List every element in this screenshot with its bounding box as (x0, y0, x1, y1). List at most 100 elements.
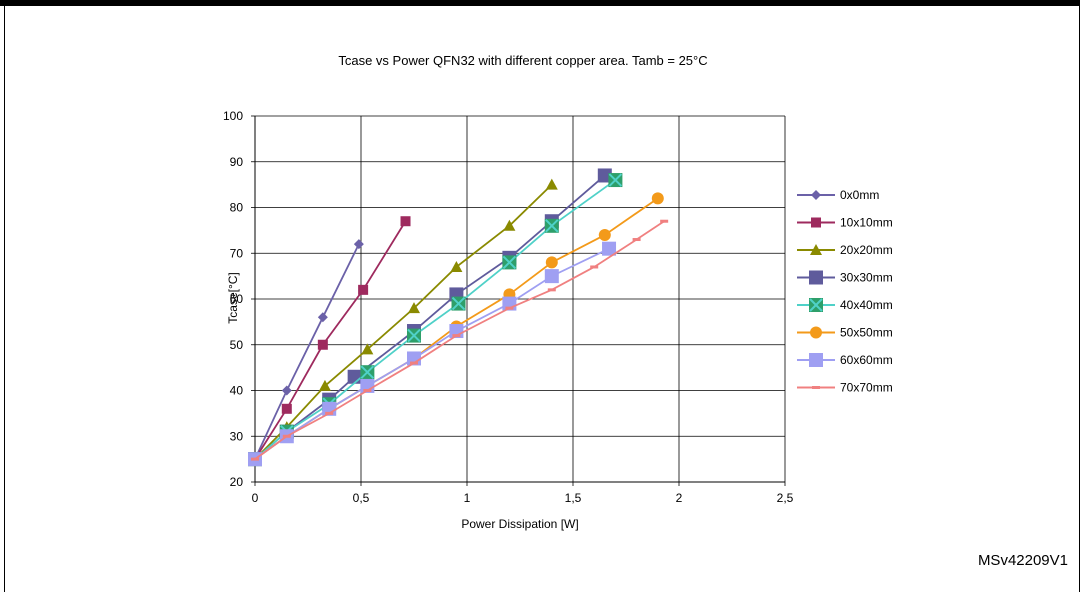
data-point (502, 255, 517, 270)
marker-cross-line (451, 296, 466, 311)
data-point (400, 216, 411, 227)
x-tick-label: 0,5 (353, 491, 370, 505)
legend-marker (810, 326, 822, 339)
series-40x40mm (248, 173, 623, 467)
legend-marker (811, 190, 821, 200)
data-point (347, 369, 362, 384)
series-line (254, 220, 407, 460)
data-point (325, 411, 334, 415)
data-point (651, 192, 664, 205)
legend-item: 0x0mm (797, 188, 879, 202)
x-tick-label: 2,5 (777, 491, 794, 505)
chart-axes: 20 30 40 50 60 70 80 90 100 0 0,5 1 1,5 2 2,5 (223, 109, 794, 505)
legend-marker (809, 353, 823, 367)
y-tick-label: 70 (230, 246, 244, 260)
marker-cross-line (407, 328, 421, 343)
marker-cross-line (608, 173, 623, 187)
legend-label: 10x10mm (840, 216, 893, 230)
y-tick-label: 60 (230, 292, 244, 306)
legend-item: 40x40mm (797, 298, 893, 312)
chart-legend: 0x0mm 10x10mm 20x20mm 30x30mm 40x40mm 50x50mm… (797, 188, 893, 395)
data-point (660, 219, 669, 223)
data-point (544, 269, 559, 284)
x-tick-label: 1,5 (565, 491, 582, 505)
y-tick-label: 40 (230, 384, 244, 398)
top-border (0, 0, 1080, 6)
x-axis-title: Power Dissipation [W] (461, 517, 578, 531)
figure-id: MSv42209V1 (977, 552, 1068, 569)
data-point (452, 334, 461, 338)
data-point (590, 265, 599, 269)
series-line (254, 183, 553, 460)
legend-label: 30x30mm (840, 271, 893, 285)
data-point (281, 385, 292, 396)
data-point (545, 256, 558, 269)
series-line (254, 179, 616, 460)
legend-label: 70x70mm (840, 381, 893, 395)
legend-marker (810, 244, 822, 255)
data-point (317, 339, 328, 350)
y-tick-label: 50 (230, 338, 244, 352)
data-point (505, 306, 514, 310)
data-point (363, 389, 372, 392)
data-point (598, 228, 611, 241)
legend-item: 10x10mm (797, 216, 893, 230)
data-point (547, 288, 556, 292)
chart-series (248, 168, 669, 467)
data-point (353, 239, 364, 250)
legend-item: 20x20mm (797, 243, 893, 257)
y-tick-label: 30 (230, 429, 244, 443)
data-point (450, 260, 463, 272)
legend-marker (811, 217, 821, 228)
series-60x60mm (248, 241, 617, 467)
marker-cross-line (545, 219, 559, 233)
series-line (254, 243, 360, 460)
x-tick-label: 2 (676, 491, 683, 505)
y-tick-label: 20 (230, 475, 244, 489)
y-axis-title: Tcase[°C] (226, 272, 240, 323)
marker-cross-line (360, 365, 375, 379)
legend-item: 50x50mm (797, 326, 893, 340)
series-0x0mm (250, 239, 364, 465)
legend-marker (812, 386, 820, 389)
y-tick-label: 90 (230, 155, 244, 169)
legend-label: 20x20mm (840, 243, 893, 257)
marker-cross-line (809, 298, 823, 312)
legend-item: 60x60mm (797, 353, 893, 367)
data-point (410, 361, 418, 365)
y-tick-label: 80 (230, 201, 244, 215)
legend-item: 30x30mm (797, 270, 893, 285)
data-point (544, 218, 559, 233)
data-point (632, 238, 641, 242)
data-point (602, 241, 617, 256)
data-point (281, 403, 292, 414)
series-line (254, 220, 665, 460)
chart-title: Tcase vs Power QFN32 with different copp… (338, 53, 707, 68)
data-point (317, 312, 328, 323)
legend-label: 60x60mm (840, 353, 893, 367)
data-point (408, 302, 420, 314)
chart-grid (254, 115, 786, 483)
legend-item: 70x70mm (797, 381, 893, 395)
data-point (361, 343, 374, 355)
data-point (608, 173, 623, 188)
legend-label: 40x40mm (840, 298, 893, 312)
x-tick-label: 1 (464, 491, 471, 505)
series-70x70mm (251, 219, 669, 461)
y-tick-label: 100 (223, 109, 243, 123)
legend-marker (809, 298, 823, 312)
legend-label: 0x0mm (840, 188, 879, 202)
x-tick-label: 0 (252, 491, 259, 505)
marker-cross-line (502, 255, 517, 270)
data-point (451, 296, 466, 311)
data-point (407, 328, 421, 343)
data-point (282, 434, 291, 438)
data-point (360, 365, 375, 380)
data-point (358, 284, 369, 295)
data-point (545, 178, 558, 190)
legend-marker (809, 270, 823, 285)
data-point (318, 379, 331, 391)
data-point (503, 219, 516, 231)
legend-label: 50x50mm (840, 326, 893, 340)
